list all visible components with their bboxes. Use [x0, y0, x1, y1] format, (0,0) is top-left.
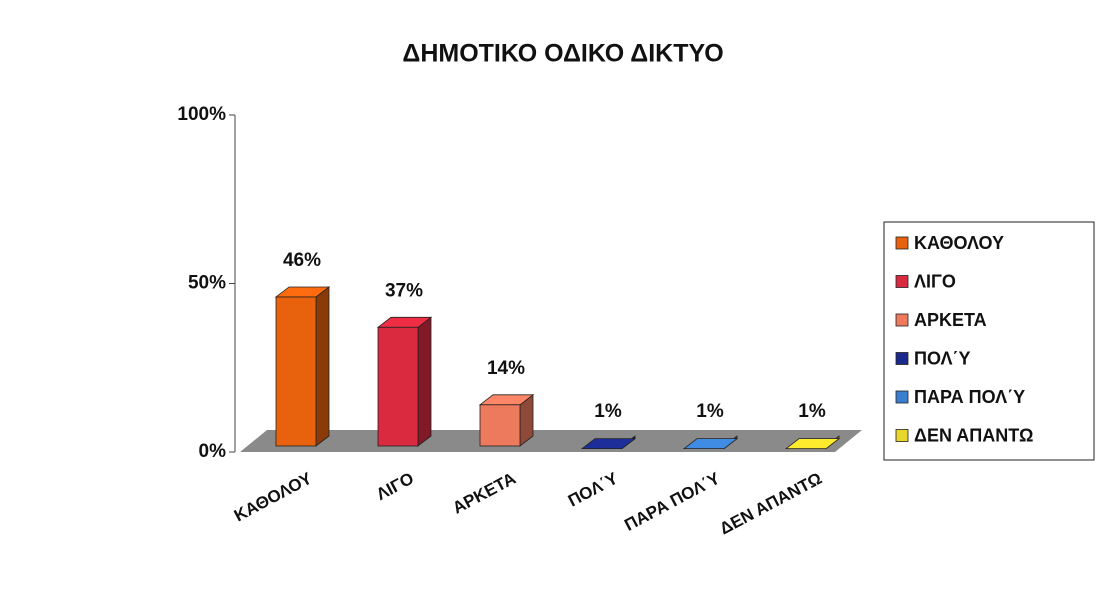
- x-tick-label: ΚΑΘΟΛΟΥ: [231, 468, 316, 525]
- x-tick-label: ΔΕΝ ΑΠΑΝΤΩ: [717, 469, 825, 539]
- bar: [682, 435, 739, 450]
- legend-box: [883, 221, 1095, 461]
- bar-top: [784, 438, 841, 450]
- legend-label: ΛΙΓΟ: [914, 271, 956, 291]
- y-tick-label: 0%: [199, 441, 227, 462]
- value-label: 37%: [385, 280, 423, 301]
- legend-label: ΠΑΡΑ ΠΟΛ΄Υ: [914, 387, 1025, 407]
- legend-label: ΔΕΝ ΑΠΑΝΤΩ: [914, 425, 1033, 445]
- legend-swatch: [895, 429, 909, 442]
- legend-label: ΠΟΛ΄Υ: [914, 348, 971, 368]
- legend-swatch: [895, 313, 909, 327]
- floor: [240, 430, 862, 452]
- legend-swatch: [895, 236, 909, 250]
- value-label: 14%: [487, 358, 525, 379]
- legend-label: ΑΡΚΕΤΑ: [914, 310, 987, 330]
- x-tick-label: ΠΑΡΑ ΠΟΛ΄Υ: [621, 468, 723, 534]
- bar-side: [417, 316, 432, 447]
- y-tick-label: 50%: [188, 273, 226, 294]
- bar: [580, 435, 637, 450]
- value-label: 1%: [798, 401, 826, 422]
- bar-front: [377, 326, 419, 447]
- value-label: 46%: [283, 250, 321, 271]
- bar: [376, 316, 433, 447]
- bar: [274, 286, 331, 447]
- x-tick-label: ΠΟΛ΄Υ: [565, 468, 622, 510]
- y-tick-label: 100%: [177, 104, 226, 125]
- bar-top: [682, 438, 739, 450]
- bar: [784, 435, 841, 450]
- x-tick-label: ΛΙΓΟ: [373, 469, 417, 504]
- value-label: 1%: [696, 401, 724, 422]
- x-tick-label: ΑΡΚΕΤΑ: [449, 469, 519, 518]
- bar-front: [275, 296, 317, 447]
- bar-side: [315, 286, 330, 447]
- legend-swatch: [895, 275, 909, 288]
- legend-swatch: [895, 390, 909, 404]
- bar: [478, 394, 535, 447]
- legend-swatch: [895, 352, 909, 365]
- legend-label: ΚΑΘΟΛΟΥ: [914, 233, 1004, 253]
- bar-top: [580, 438, 637, 450]
- bar-front: [479, 404, 521, 447]
- value-label: 1%: [594, 401, 622, 422]
- chart-title: ΔΗΜΟΤΙΚΟ ΟΔΙΚΟ ΔΙΚΤΥΟ: [402, 40, 723, 68]
